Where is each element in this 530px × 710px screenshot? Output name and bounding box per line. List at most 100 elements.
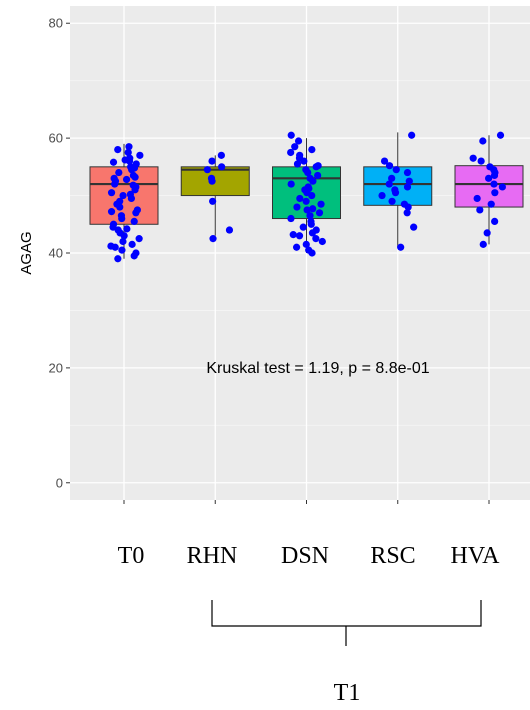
bracket-line [211, 600, 482, 627]
data-point [131, 173, 139, 181]
boxes [89, 132, 524, 259]
box-rhn [180, 155, 250, 236]
data-point [318, 237, 326, 246]
data-point [308, 146, 316, 154]
data-point [308, 191, 316, 200]
data-point [128, 240, 136, 248]
x-axis-ticks [123, 500, 490, 504]
data-point [287, 180, 295, 188]
data-point [120, 232, 128, 240]
data-point [109, 158, 118, 166]
data-point [308, 229, 317, 237]
data-point [225, 226, 234, 234]
data-point [114, 146, 122, 154]
data-point [473, 194, 481, 203]
data-point [385, 162, 394, 170]
data-point [498, 183, 506, 191]
data-point [118, 246, 126, 254]
group-labels: T0 RHN DSN RSC HVA [118, 543, 500, 569]
data-point [314, 171, 322, 180]
group-label-dsn: DSN [281, 543, 329, 569]
data-point [208, 157, 216, 165]
data-point [296, 194, 304, 203]
data-point [304, 168, 312, 177]
data-point [388, 197, 396, 205]
data-point [303, 206, 311, 214]
data-point [203, 166, 211, 174]
data-point [487, 200, 495, 208]
data-point [302, 197, 310, 205]
data-point [490, 171, 499, 180]
data-point [287, 214, 295, 223]
y-tick-label: 80 [49, 16, 63, 31]
group-label-hva: HVA [451, 543, 501, 569]
data-point [130, 252, 138, 260]
data-point [309, 177, 317, 185]
group-label-rsc: RSC [370, 543, 415, 569]
t1-bracket [211, 600, 482, 646]
data-point [299, 223, 307, 231]
box-hva [454, 135, 524, 245]
data-point [122, 175, 131, 184]
y-axis-label: AGAG [18, 231, 35, 274]
data-point [410, 223, 418, 231]
data-point [293, 160, 302, 168]
data-point [123, 225, 131, 233]
data-point [378, 191, 386, 200]
data-point [218, 163, 226, 171]
y-tick-label: 0 [56, 475, 63, 490]
data-point [309, 205, 317, 213]
data-point [292, 243, 301, 251]
data-points [107, 131, 506, 263]
data-point [294, 137, 303, 145]
data-point [392, 166, 400, 174]
data-point [496, 131, 505, 139]
data-point [209, 235, 217, 243]
data-point [397, 243, 405, 251]
y-tick-label: 60 [49, 131, 63, 146]
data-point [125, 143, 133, 151]
data-point [116, 203, 124, 211]
data-point [403, 209, 411, 217]
data-point [315, 209, 324, 217]
data-point [314, 162, 322, 170]
data-point [490, 180, 498, 188]
data-point [408, 131, 416, 139]
data-point [476, 206, 484, 214]
data-point [305, 185, 313, 193]
data-point [114, 255, 122, 263]
box-iqr [180, 166, 250, 197]
data-point [391, 189, 400, 197]
data-point [385, 180, 393, 188]
data-point [287, 148, 295, 157]
data-point [405, 177, 413, 185]
data-point [135, 235, 143, 243]
t1-label: T1 [334, 680, 361, 706]
data-point [132, 209, 140, 217]
data-point [317, 200, 325, 208]
data-point [131, 186, 139, 194]
data-point [302, 240, 310, 248]
data-point [306, 212, 314, 220]
data-point [209, 197, 217, 205]
data-point [300, 157, 308, 165]
kruskal-annotation: Kruskal test = 1.19, p = 8.8e-01 [206, 360, 429, 377]
data-point [403, 168, 412, 177]
data-point [291, 143, 299, 151]
data-point [130, 217, 138, 226]
data-point [485, 174, 493, 182]
data-point [111, 180, 119, 188]
data-point [208, 177, 216, 185]
data-point [491, 217, 499, 226]
data-point [217, 151, 225, 159]
data-point [287, 131, 295, 139]
data-point [469, 154, 477, 162]
data-point [491, 189, 499, 197]
box-iqr [454, 165, 524, 208]
data-point [121, 156, 129, 164]
data-point [126, 190, 135, 199]
group-label-t0: T0 [118, 543, 145, 569]
data-point [483, 229, 491, 237]
data-point [388, 174, 396, 182]
data-point [307, 220, 315, 228]
